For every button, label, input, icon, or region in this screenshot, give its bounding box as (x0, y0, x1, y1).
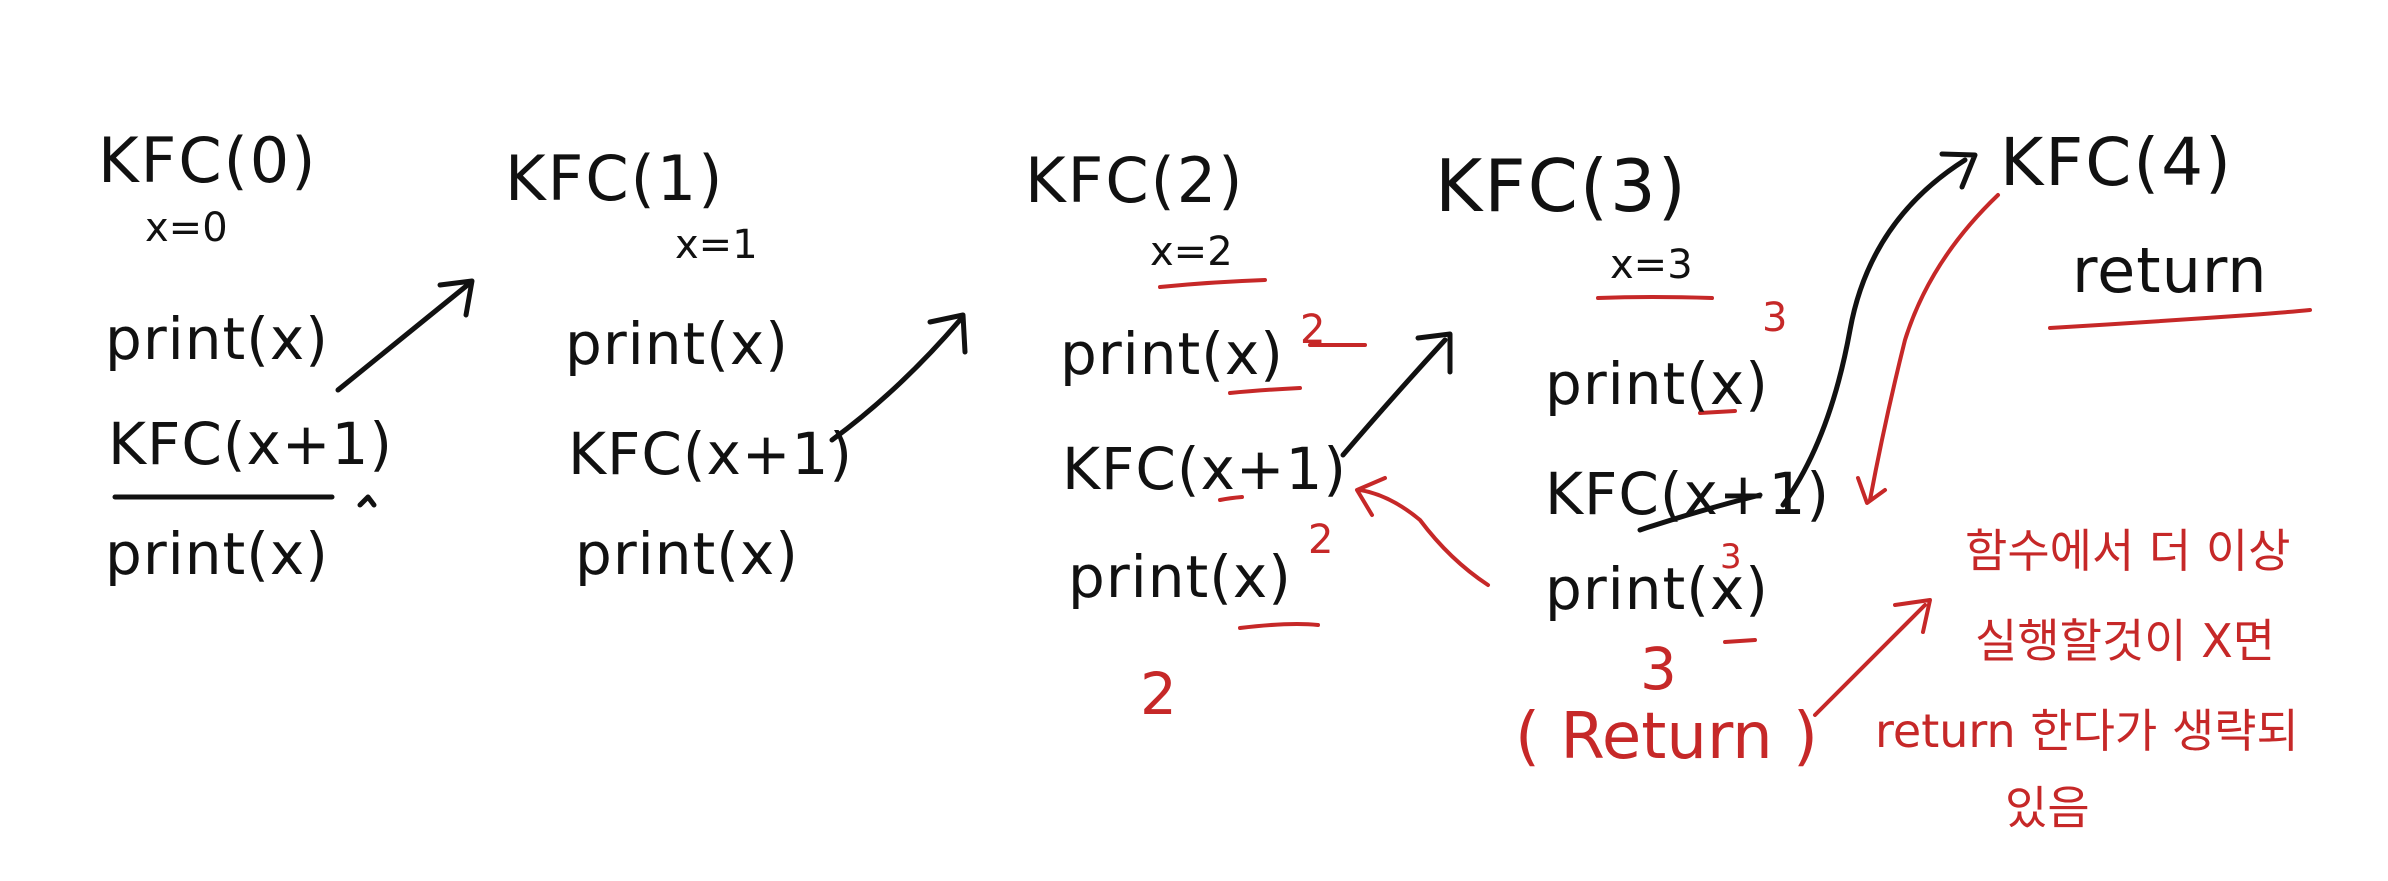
arrowhead-kfc1-to-kfc2 (927, 312, 968, 355)
kfc1-title: KFC(1) (505, 142, 725, 215)
kfc4-return-underline (2048, 308, 2312, 330)
arrowhead-kfc2-to-kfc3 (1415, 331, 1453, 375)
kfc2-title: KFC(2) (1025, 144, 1245, 217)
kfc2-line-1: print(x) (1060, 320, 1284, 388)
kfc2-print1-underline (1228, 386, 1302, 395)
kfc3-title: KFC(3) (1435, 144, 1688, 228)
red-strokes (1158, 193, 2312, 717)
arrow-kfc0-to-kfc1 (335, 280, 473, 393)
arrow-note-to-return (1813, 603, 1927, 717)
kfc3-print2-output: 3 (1720, 537, 1742, 577)
note-line-3: return 한다가 생략되 (1875, 704, 2299, 758)
kfc3-var-underline (1596, 295, 1714, 300)
arrowhead-kfc3-return-to-kfc2 (1355, 476, 1387, 517)
arrowhead-kfc3-to-kfc4 (1939, 151, 1978, 190)
kfc3-print1-underline (1698, 409, 1737, 415)
kfc3-strike-line (1637, 492, 1763, 533)
kfc3-line-3: print(x) (1545, 555, 1769, 623)
arrow-kfc1-to-kfc2 (829, 317, 963, 443)
kfc0-line-3: print(x) (105, 520, 329, 588)
arrow-kfc3-return-to-kfc2 (1358, 488, 1490, 587)
kfc1-line-1: print(x) (565, 310, 789, 378)
kfc2-call-underline (1218, 495, 1244, 502)
arrowhead-kfc4-return-to-kfc3 (1856, 476, 1887, 505)
kfc1-line-2: KFC(x+1) (568, 420, 853, 488)
kfc4-title: KFC(4) (2000, 124, 2233, 201)
kfc4-line-1: return (2072, 234, 2268, 307)
kfc0-tick-mark (357, 494, 377, 508)
arrow-kfc3-to-kfc4 (1780, 157, 1968, 508)
kfc2-below-output: 2 (1140, 660, 1178, 728)
kfc3-return-label: ( Return ) (1515, 700, 1818, 774)
kfc2-print1-output: 2 (1300, 307, 1326, 353)
note-line-1: 함수에서 더 이상 (1965, 524, 2291, 578)
kfc0-title: KFC(0) (98, 124, 318, 197)
arrow-kfc4-return-to-kfc3 (1868, 193, 2000, 502)
kfc3-print1-output: 3 (1762, 295, 1788, 341)
kfc0-var: x=0 (145, 205, 228, 251)
kfc0-line-2: KFC(x+1) (108, 410, 393, 478)
kfc3-line-1: print(x) (1545, 350, 1769, 418)
kfc2-print2-output: 2 (1308, 517, 1334, 563)
note-line-4: 있음 (2005, 781, 2090, 835)
kfc1-line-3: print(x) (575, 520, 799, 588)
kfc3-line-2: KFC(x+1) (1545, 460, 1830, 528)
kfc3-var: x=3 (1610, 242, 1693, 288)
arrowhead-note-to-return (1893, 598, 1932, 634)
kfc1-var: x=1 (675, 222, 758, 268)
note-line-2: 실행할것이 X면 (1975, 614, 2276, 668)
kfc3-below-output: 3 (1640, 635, 1678, 703)
arrow-kfc2-to-kfc3 (1340, 337, 1448, 458)
kfc2-line-3: print(x) (1068, 543, 1292, 611)
kfc2-print2-underline (1238, 622, 1320, 630)
black-strokes (112, 151, 1978, 533)
kfc2-var: x=2 (1150, 229, 1233, 275)
kfc0-line-1: print(x) (105, 305, 329, 373)
kfc2-var-underline (1158, 278, 1267, 289)
arrowhead-kfc0-to-kfc1 (437, 278, 475, 318)
kfc2-line-2: KFC(x+1) (1062, 435, 1347, 503)
kfc3-print2-dash (1723, 638, 1757, 644)
